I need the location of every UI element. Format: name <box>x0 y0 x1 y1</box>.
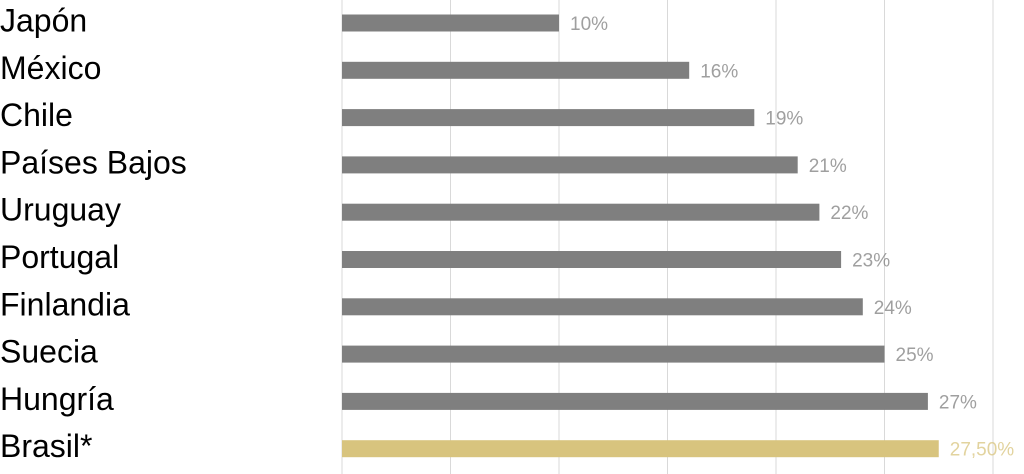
bar <box>342 440 939 458</box>
bar <box>342 14 559 32</box>
bar <box>342 203 820 221</box>
category-label: Brasil* <box>0 428 92 464</box>
category-label: Japón <box>0 2 87 38</box>
value-label: 10% <box>570 14 608 35</box>
category-label: Hungría <box>0 381 114 417</box>
value-label: 16% <box>700 61 738 82</box>
bar <box>342 345 885 363</box>
category-label: Portugal <box>0 239 119 275</box>
bar <box>342 392 928 410</box>
value-label: 25% <box>896 345 934 366</box>
bar <box>342 61 690 79</box>
category-label: Finlandia <box>0 286 130 322</box>
bar <box>342 109 755 127</box>
bar <box>342 251 842 268</box>
value-label: 21% <box>809 156 847 177</box>
category-label: Uruguay <box>0 192 121 228</box>
category-label: Suecia <box>0 334 98 370</box>
value-label: 23% <box>852 251 890 272</box>
category-label: Chile <box>0 97 73 133</box>
bar <box>342 156 798 174</box>
value-label: 24% <box>874 298 912 319</box>
value-label: 27% <box>939 392 977 413</box>
category-label: Países Bajos <box>0 144 187 180</box>
category-label: México <box>0 50 101 86</box>
value-label: 22% <box>830 203 868 224</box>
value-label: 27,50% <box>950 440 1015 461</box>
value-label: 19% <box>765 109 803 130</box>
bar <box>342 298 863 316</box>
